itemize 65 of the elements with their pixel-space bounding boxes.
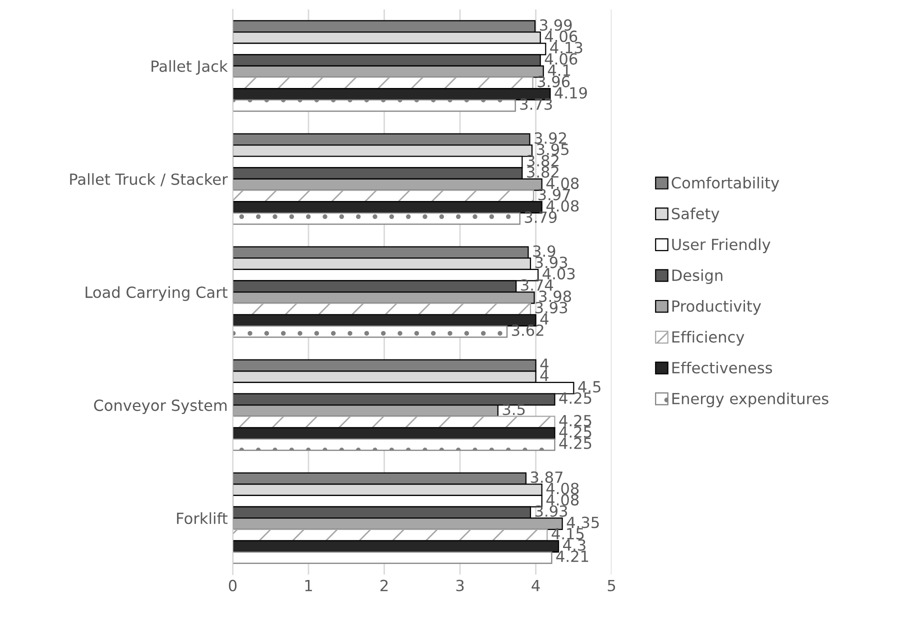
data-label: 4.06 — [544, 30, 578, 42]
legend-label: Design — [672, 269, 722, 284]
data-label: 4.35 — [566, 516, 599, 528]
data-label: 4.25 — [559, 426, 592, 438]
y-tick-label: Pallet Jack — [152, 60, 228, 75]
bar — [232, 212, 520, 225]
data-label: 4.21 — [556, 550, 588, 562]
data-label: 4 — [540, 313, 548, 324]
y-tick-label: Load Carrying Cart — [86, 286, 228, 301]
x-tick-label: 1 — [305, 580, 312, 592]
data-label: 4.19 — [554, 87, 587, 99]
data-label: 3.73 — [520, 98, 552, 110]
data-label: 3.82 — [527, 166, 558, 178]
legend-label: User Friendly — [672, 238, 770, 254]
data-label: 4.5 — [578, 381, 600, 393]
data-label: 3.96 — [538, 76, 570, 88]
bar — [232, 427, 556, 440]
data-label: 3.74 — [521, 279, 554, 291]
data-label: 4.15 — [552, 528, 584, 540]
bar — [232, 551, 552, 564]
data-label: 4.25 — [559, 414, 592, 426]
x-tick-label: 3 — [456, 580, 464, 592]
data-label: 3.93 — [535, 256, 568, 268]
data-label: 4.03 — [542, 268, 575, 280]
legend-label: Comfortability — [672, 176, 780, 192]
legend-label: Effectiveness — [672, 362, 772, 374]
data-label: 3.98 — [539, 290, 572, 302]
data-label: 3.82 — [527, 154, 558, 166]
data-label: 4.25 — [559, 392, 592, 404]
legend-label: Productivity — [672, 300, 761, 315]
data-label: 3.79 — [524, 211, 557, 223]
x-tick-label: 2 — [380, 580, 388, 592]
data-label: 4.25 — [559, 438, 592, 450]
legend-label: Efficiency — [672, 330, 744, 346]
data-label: 3.93 — [535, 302, 568, 314]
x-tick-label: 5 — [608, 580, 616, 592]
data-label: 4.08 — [546, 482, 579, 494]
data-label: 3.9 — [533, 245, 556, 257]
data-label: 3.95 — [536, 144, 568, 156]
data-label: 3.93 — [535, 505, 568, 517]
y-tick-label: Conveyor System — [94, 400, 227, 414]
bar — [232, 314, 536, 326]
data-label: 4.06 — [544, 53, 578, 65]
data-label: 3.99 — [540, 19, 572, 31]
bar — [232, 325, 508, 338]
data-label: 4 — [540, 358, 548, 370]
bar — [232, 438, 556, 451]
data-label: 4.08 — [546, 178, 579, 190]
data-label: 3.62 — [512, 324, 544, 336]
legend-label: Energy expenditures — [672, 392, 828, 408]
data-label: 4 — [540, 370, 548, 382]
data-label: 4.1 — [548, 64, 570, 76]
y-tick-label: Forklift — [177, 512, 228, 524]
x-tick-label: 4 — [532, 580, 540, 592]
x-tick-label: 0 — [228, 580, 237, 592]
y-tick-label: Pallet Truck / Stacker — [70, 173, 228, 186]
legend-label: Safety — [672, 208, 720, 222]
data-label: 3.97 — [538, 188, 570, 200]
data-label: 3.87 — [530, 471, 562, 483]
data-label: 4.08 — [546, 494, 579, 506]
data-label: 4.08 — [546, 200, 579, 212]
data-label: 4.3 — [563, 539, 586, 551]
data-label: 4.13 — [550, 42, 582, 54]
bar — [232, 99, 516, 112]
data-label: 3.92 — [534, 132, 566, 144]
